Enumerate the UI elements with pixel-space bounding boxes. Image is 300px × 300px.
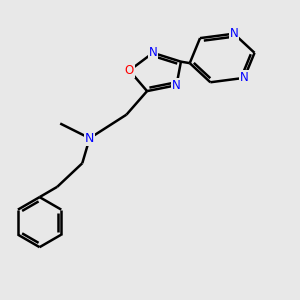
Text: N: N [230,27,238,40]
Text: N: N [172,79,181,92]
Text: O: O [125,64,134,77]
Text: N: N [148,46,157,59]
Text: N: N [240,71,249,84]
Text: N: N [85,132,94,145]
